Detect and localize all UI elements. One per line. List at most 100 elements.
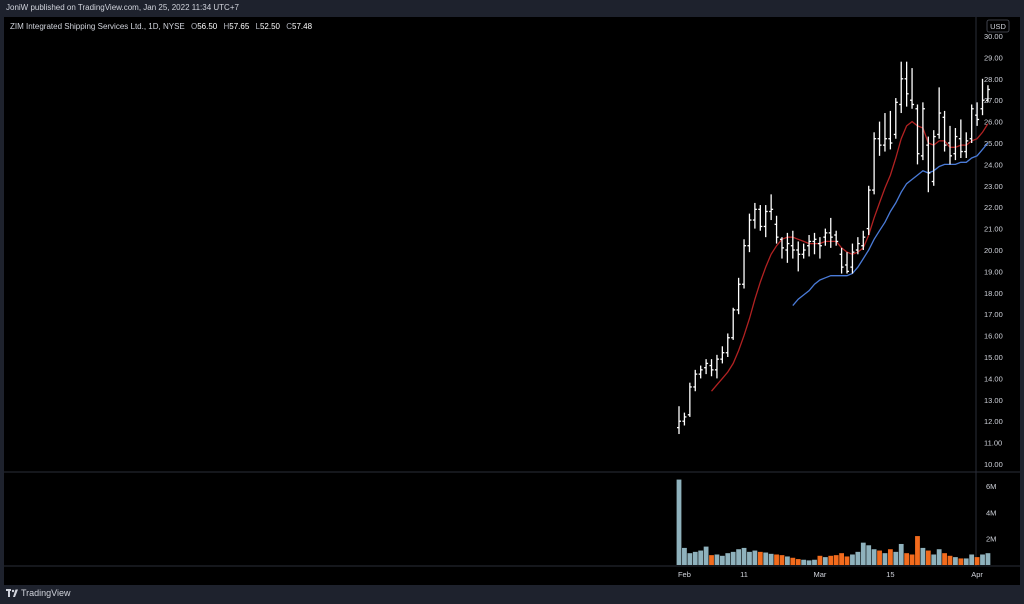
volume-bar [969,554,975,565]
volume-bar [974,557,980,565]
ohlc-bar [801,243,806,259]
volume-bar [855,551,861,565]
ohlc-bar [763,205,768,238]
volume-bar [774,554,779,565]
ohlc-bar [758,205,763,231]
ohlc-bar [790,230,795,259]
ohlc-bar [937,87,942,139]
volume-bar [719,555,725,565]
ohlc-bar [845,252,850,274]
volume-bar [692,551,698,565]
volume-bar [898,543,904,565]
volume-bar [687,553,693,565]
price-tick-label: 13.00 [984,396,1003,405]
volume-bar [785,556,790,565]
volume-bar [980,554,985,565]
ohlc-bar [752,202,757,229]
ohlc-bar [985,85,990,103]
ma-slow-line [792,142,989,307]
tradingview-brand: TradingView [21,588,71,598]
ma-fast-line [711,120,989,392]
ohlc-bar [877,121,882,156]
ohlc-bar [855,237,860,255]
volume-bar [752,550,758,565]
volume-bar [779,555,785,565]
ohlc-bar [687,382,692,417]
ohlc-bar [747,213,752,253]
ohlc-bar [720,346,725,364]
footer-bar: TradingView [0,585,1024,604]
price-tick-label: 10.00 [984,460,1003,469]
price-tick-label: 14.00 [984,374,1003,383]
volume-bar [958,558,964,565]
volume-bar [812,559,817,565]
price-tick-label: 18.00 [984,289,1003,298]
publish-info: JoniW published on TradingView.com, Jan … [6,3,239,12]
volume-bar [806,560,812,565]
price-tick-label: 21.00 [984,225,1003,234]
volume-bar [915,536,920,565]
volume-bar [866,545,872,565]
price-tick-label: 11.00 [984,439,1002,448]
ohlc-bar [731,307,736,340]
time-tick-label: Apr [971,570,983,579]
high-value: 57.65 [229,22,250,31]
volume-bar [822,557,828,565]
volume-bar [703,546,709,565]
symbol-legend: ZIM Integrated Shipping Services Ltd., 1… [10,22,312,31]
ohlc-bar [725,333,730,357]
time-tick-label: 15 [886,570,894,579]
currency-label: USD [990,22,1006,31]
chart-frame[interactable]: USD 10.00 11.00 12.00 13.00 14.00 15.00 16.00 17… [4,17,1020,585]
ohlc-bar [969,104,974,143]
ohlc-bar [899,61,904,114]
high-key: H [223,22,230,31]
volume-bar [757,551,763,565]
price-tick-label: 23.00 [984,182,1003,191]
volume-bar [768,553,774,565]
price-tick-label: 19.00 [984,267,1003,276]
tradingview-logo-icon [6,588,18,597]
tradingview-logo[interactable]: TradingView [6,588,71,598]
ohlc-bar [714,354,719,379]
ohlc-bar [785,232,790,263]
ohlc-bar [904,61,909,107]
volume-bar [763,552,769,565]
low-key: L [255,22,260,31]
volume-bar [833,555,839,565]
volume-bar [925,550,931,565]
volume-bar [931,554,937,565]
volume-tick-label: 4M [986,508,996,517]
low-value: 52.50 [259,22,281,31]
volume-bar [795,559,801,565]
ohlc-bar [893,98,898,139]
price-tick-label: 27.00 [984,96,1003,105]
volume-bar [790,557,796,565]
price-tick-label: 17.00 [984,310,1003,319]
volume-bar [730,551,736,565]
currency-box [986,19,1010,33]
volume-bar [839,553,844,565]
volume-bar [850,554,855,565]
price-tick-label: 12.00 [984,417,1003,426]
volume-bar [736,549,742,565]
ohlc-bar [975,102,980,126]
price-chart[interactable]: USD 10.00 11.00 12.00 13.00 14.00 15.00 16.00 17… [4,17,1020,585]
ohlc-bar [693,369,698,392]
volume-bar [936,549,942,565]
ohlc-bar [698,365,703,379]
ohlc-bar [807,235,812,257]
time-tick-label: Feb [678,570,691,579]
price-tick-label: 22.00 [984,203,1003,212]
volume-bar [676,479,682,565]
volume-bar [877,550,882,565]
ohlc-bar [769,194,774,221]
volume-bar [709,555,714,565]
time-tick-label: 11 [740,570,748,579]
open-value: 56.50 [197,22,218,31]
price-tick-label: 20.00 [984,246,1003,255]
price-tick-label: 25.00 [984,139,1003,148]
ohlc-bar [736,277,741,315]
volume-bar [714,554,720,565]
ohlc-bar [834,230,839,246]
